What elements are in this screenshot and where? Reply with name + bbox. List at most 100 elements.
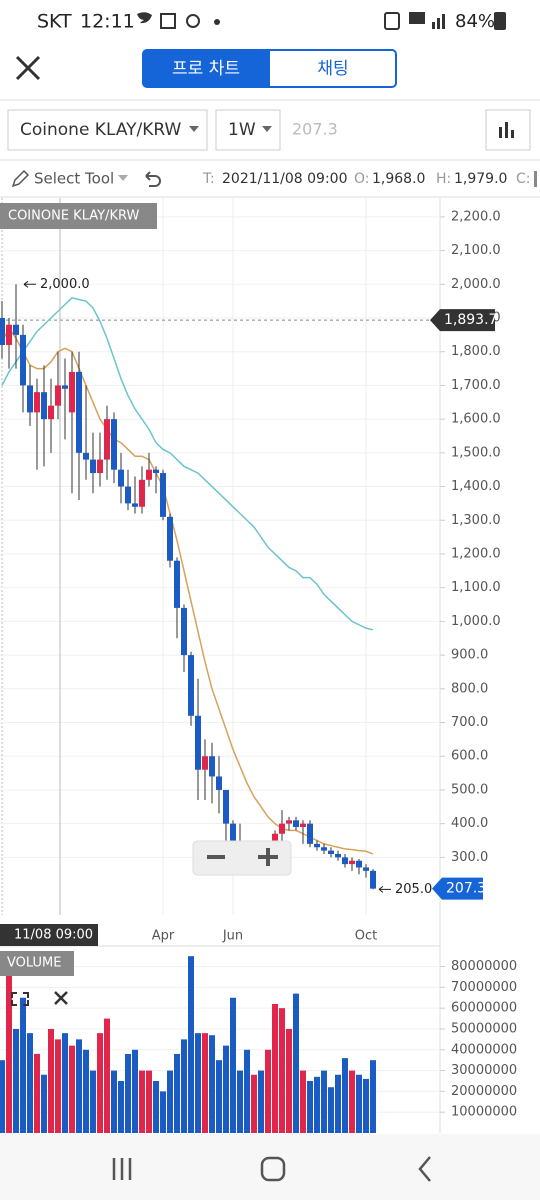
candle-body <box>188 655 194 716</box>
candle-body <box>279 823 285 834</box>
candle-body <box>335 853 341 858</box>
candle-body <box>118 469 124 487</box>
candle-body <box>209 756 215 777</box>
candle-body <box>6 324 12 345</box>
volume-bar <box>272 1004 278 1133</box>
y-tick-label: 50000000 <box>451 1021 517 1036</box>
high-label: 2,000.0 <box>40 277 90 292</box>
volume-bar <box>20 997 26 1133</box>
candle-body <box>62 385 68 389</box>
y-tick-label: 60000000 <box>451 1001 517 1016</box>
candle-body <box>160 473 166 517</box>
crosshair-label: 1,893.7 <box>444 312 497 328</box>
crosshair-time-tag <box>0 924 98 946</box>
candle-body <box>41 392 47 420</box>
candle-body <box>321 847 327 851</box>
candle-body <box>146 469 152 480</box>
volume-bar <box>153 1080 159 1133</box>
candle-body <box>356 860 362 868</box>
volume-bar <box>265 1049 271 1133</box>
y-tick-label: 1,600.0 <box>451 412 501 427</box>
symbol[interactable]: Coinone KLAY/KRW <box>20 120 182 140</box>
y-tick-label: 30000000 <box>451 1063 517 1078</box>
volume-bar <box>195 1033 201 1133</box>
candle-body <box>286 820 292 824</box>
tab-active[interactable] <box>143 50 270 87</box>
chart-title: COINONE KLAY/KRW <box>8 209 139 224</box>
h-value: 1,979.0 <box>454 171 507 187</box>
volume-bar <box>125 1053 131 1133</box>
candle-body <box>76 371 82 453</box>
candle-body <box>216 776 222 790</box>
zoom-out[interactable] <box>207 855 225 859</box>
y-tick-label: 1,300.0 <box>451 513 501 528</box>
volume-bar <box>97 1033 103 1133</box>
volume-bar <box>34 1053 40 1133</box>
candle-body <box>20 334 26 386</box>
volume-bar <box>160 1091 166 1133</box>
price: 207.3 <box>292 120 338 139</box>
crosshair-time: 11/08 09:00 <box>14 928 93 943</box>
tab-label[interactable]: 채팅 <box>317 59 348 79</box>
volume-bar <box>6 966 12 1133</box>
volume-bar <box>104 1018 110 1133</box>
y-tick-label: 2,000.0 <box>451 277 501 292</box>
candle-body <box>223 789 229 824</box>
select-tool[interactable]: Select Tool <box>34 170 114 188</box>
candle-body <box>230 823 236 848</box>
dropdown-arrow <box>118 175 128 181</box>
low-label: 205.0 <box>395 882 432 897</box>
tab-label[interactable]: 프로 차트 <box>172 59 240 79</box>
volume-bar <box>286 1028 292 1133</box>
volume-bar <box>83 1049 89 1133</box>
candle-body <box>300 823 306 828</box>
recents-button[interactable] <box>112 1158 132 1180</box>
back-button[interactable] <box>418 1156 431 1182</box>
candle-body <box>104 419 110 460</box>
symbol-select[interactable] <box>7 109 208 151</box>
interval[interactable]: 1W <box>228 120 256 140</box>
interval-select[interactable] <box>215 109 281 151</box>
dropdown-arrow <box>189 126 199 132</box>
volume-bar <box>139 1070 145 1133</box>
zoom-in[interactable] <box>258 848 278 866</box>
t-value: 2021/11/08 09:00 <box>222 171 348 187</box>
home-button[interactable] <box>260 1156 286 1182</box>
candle-body <box>125 486 131 504</box>
volume-bar <box>258 1070 264 1133</box>
volume-bar <box>307 1080 313 1133</box>
volume-bar <box>293 993 299 1133</box>
last-price: 207.3 <box>446 881 486 897</box>
candle-body <box>111 419 117 470</box>
pencil-icon[interactable] <box>11 169 30 188</box>
y-tick-label: 600.0 <box>451 749 488 764</box>
volume-bar <box>55 1039 61 1133</box>
close-button[interactable] <box>15 55 41 81</box>
nav-bar <box>0 1134 540 1200</box>
y-tick-label: 800.0 <box>451 681 488 696</box>
candle-body <box>181 607 187 656</box>
o-value: 1,968.0 <box>372 171 425 187</box>
carrier: SKT <box>37 11 72 33</box>
ma-line <box>1 296 374 631</box>
expand-icon <box>11 992 29 1006</box>
t-label: T: <box>202 171 215 187</box>
close-icon <box>54 991 68 1005</box>
volume-bar <box>146 1070 152 1133</box>
price-plot <box>0 198 440 915</box>
volume-bar <box>356 1074 362 1133</box>
volume-bar <box>223 1045 229 1133</box>
h-label: H: <box>436 171 451 187</box>
volume-bar <box>321 1070 327 1133</box>
volume-bar <box>202 1033 208 1133</box>
undo-icon[interactable] <box>145 171 161 187</box>
x-tick-label: Apr <box>152 929 175 944</box>
candle-body <box>34 392 40 413</box>
y-tick-label: 1,800.0 <box>451 344 501 359</box>
volume-bar <box>167 1070 173 1133</box>
candle-body <box>307 823 313 844</box>
y-tick-label: 2,200.0 <box>451 209 501 224</box>
candle-body <box>349 860 355 865</box>
